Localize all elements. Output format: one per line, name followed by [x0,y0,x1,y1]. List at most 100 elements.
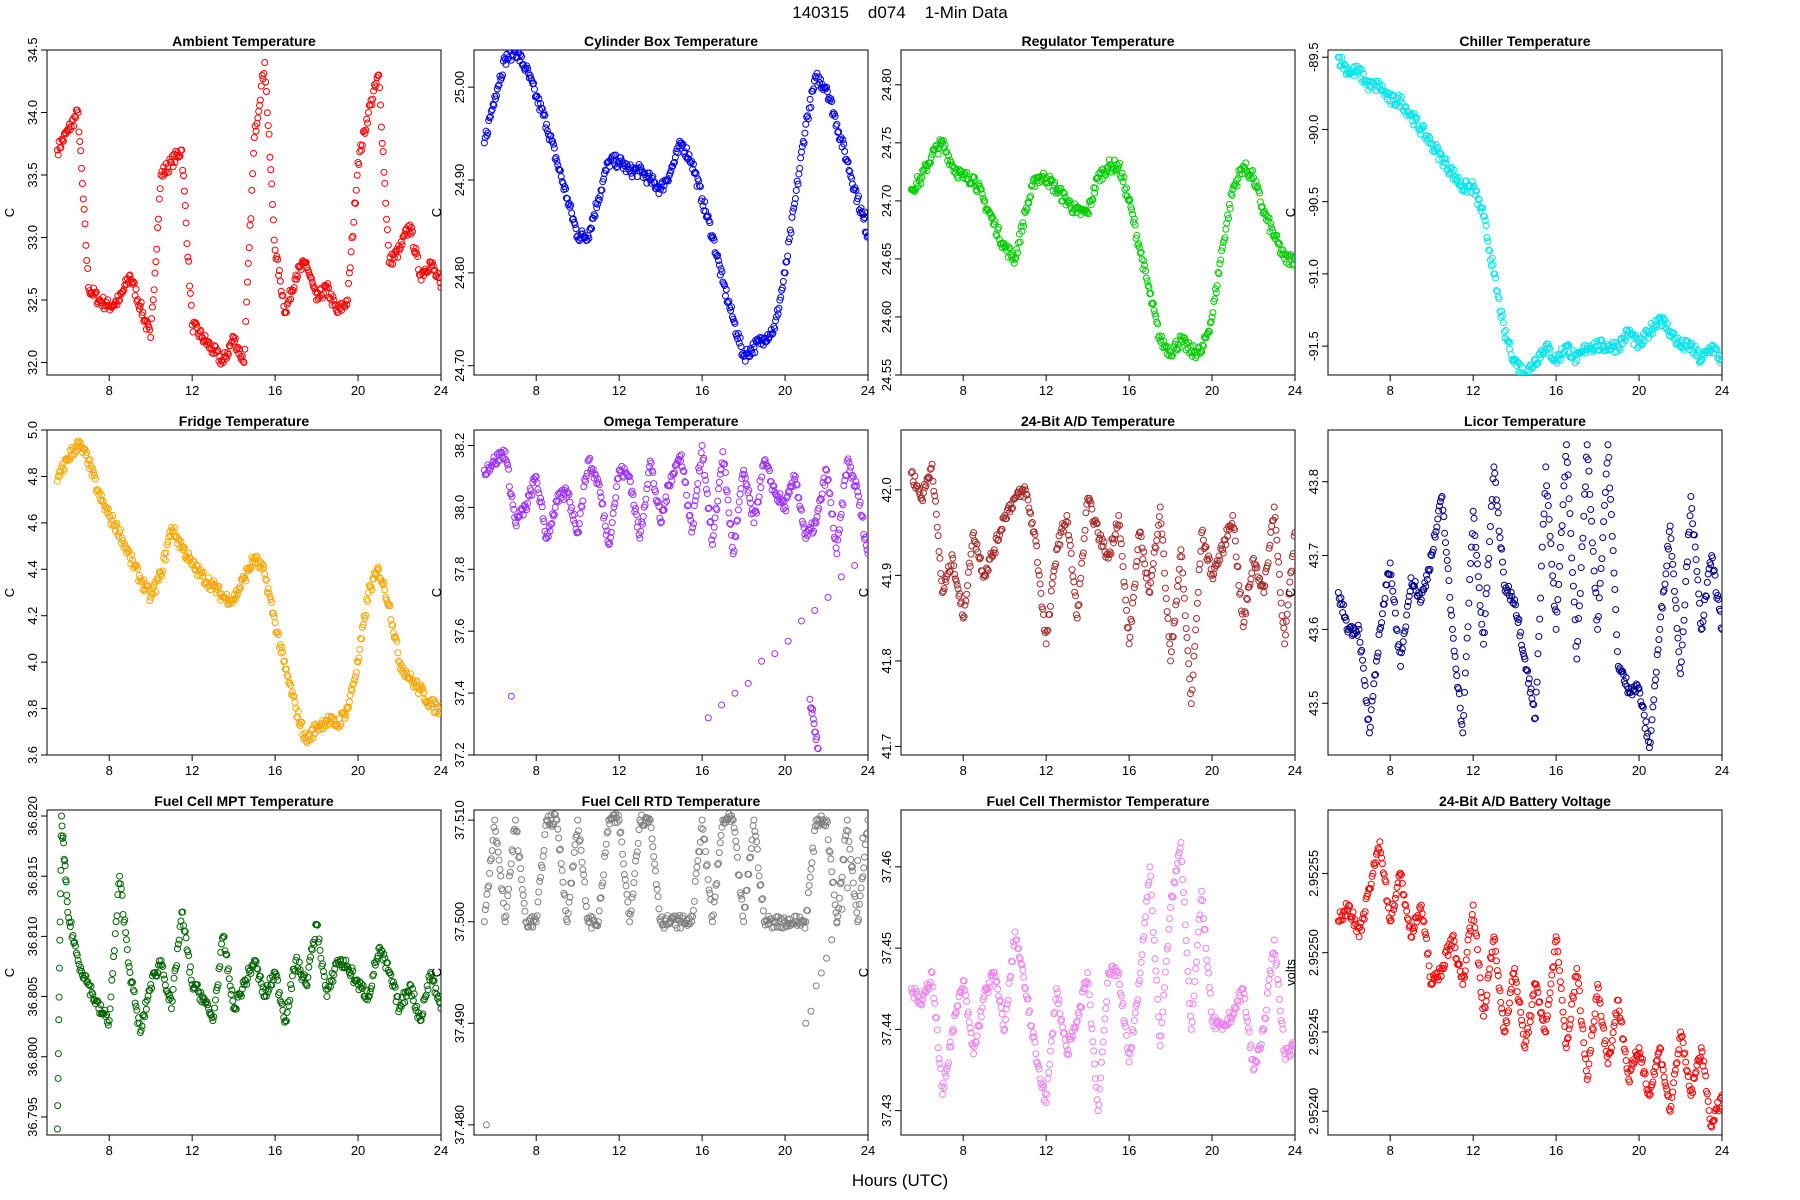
data-point [1652,668,1660,676]
data-point [607,156,615,164]
data-point [653,499,661,507]
plot-title: Ambient Temperature [172,33,316,49]
y-tick-label: 41.9 [879,563,894,588]
data-point [1456,704,1464,712]
y-tick-label: -90.5 [1306,187,1321,217]
data-point [1675,648,1683,656]
data-point [54,1050,62,1058]
data-point [1042,640,1050,648]
data-point [1156,503,1164,511]
data-point [670,469,678,477]
data-point [113,912,121,920]
data-point [609,510,617,518]
data-point [530,474,538,482]
data-point [613,475,621,483]
data-point [631,870,639,878]
data-point [1480,629,1488,637]
data-point [1147,289,1155,297]
data-point [366,988,374,996]
data-point [1524,371,1532,375]
data-point [512,827,520,835]
data-point [518,876,526,884]
data-point [404,222,412,230]
data-point [792,480,800,488]
data-point [359,982,367,990]
data-point [1277,599,1285,607]
data-point [1256,575,1264,583]
data-point [1047,587,1055,595]
data-point [1653,323,1661,331]
data-point [108,976,116,984]
data-point [758,896,766,904]
data-point [358,141,366,149]
data-point [1288,567,1295,575]
data-point [1017,960,1025,968]
data-point [1548,560,1556,568]
data-point [950,1027,958,1035]
data-point [1671,596,1679,604]
data-point [1666,522,1674,530]
data-point [1192,626,1200,634]
data-point [1149,299,1157,307]
data-point [680,149,688,157]
data-point [659,920,667,928]
data-point [500,913,508,921]
data-point [1426,565,1434,573]
data-point [358,985,366,993]
data-point [1486,538,1494,546]
data-point [1151,543,1159,551]
data-point [1670,587,1678,595]
data-point [1658,322,1666,330]
data-point [817,495,825,503]
data-point [757,881,765,889]
plot-title: 24-Bit A/D Temperature [1021,413,1175,429]
data-point [227,597,235,605]
data-point [263,981,271,989]
data-point [171,524,179,532]
y-tick-label: 24.55 [879,359,894,392]
data-point [780,269,788,277]
data-point [213,984,221,992]
data-point [356,148,364,156]
data-point [1149,560,1157,568]
data-point [247,565,255,573]
data-point [1166,640,1174,648]
data-point [686,158,694,166]
data-point [807,865,815,873]
data-point [1479,204,1487,212]
data-point [1100,538,1108,546]
data-point [53,477,61,485]
data-point [1289,550,1295,558]
data-point [296,966,304,974]
data-point [702,862,710,870]
data-point [124,959,132,967]
data-point [73,951,81,959]
data-point [1248,569,1256,577]
data-point [1152,544,1160,552]
data-point [628,487,636,495]
data-point [1367,706,1375,714]
data-point [944,1062,952,1070]
data-point [552,154,560,162]
data-point [726,519,734,527]
data-point [693,486,701,494]
data-point [1402,103,1410,111]
data-point [1687,492,1695,500]
data-point [962,597,970,605]
data-point [730,824,738,832]
data-point [109,511,117,519]
data-point [347,248,355,256]
data-point [608,519,616,527]
data-point [1461,669,1469,677]
y-tick-label: 24.70 [452,349,467,382]
data-point [817,812,825,820]
data-point [946,1038,954,1046]
data-point [718,701,726,709]
data-point [169,163,177,171]
data-point [1480,212,1488,220]
data-point [61,857,69,865]
data-point [1260,589,1268,596]
data-point [676,452,684,460]
data-point [1053,985,1061,993]
